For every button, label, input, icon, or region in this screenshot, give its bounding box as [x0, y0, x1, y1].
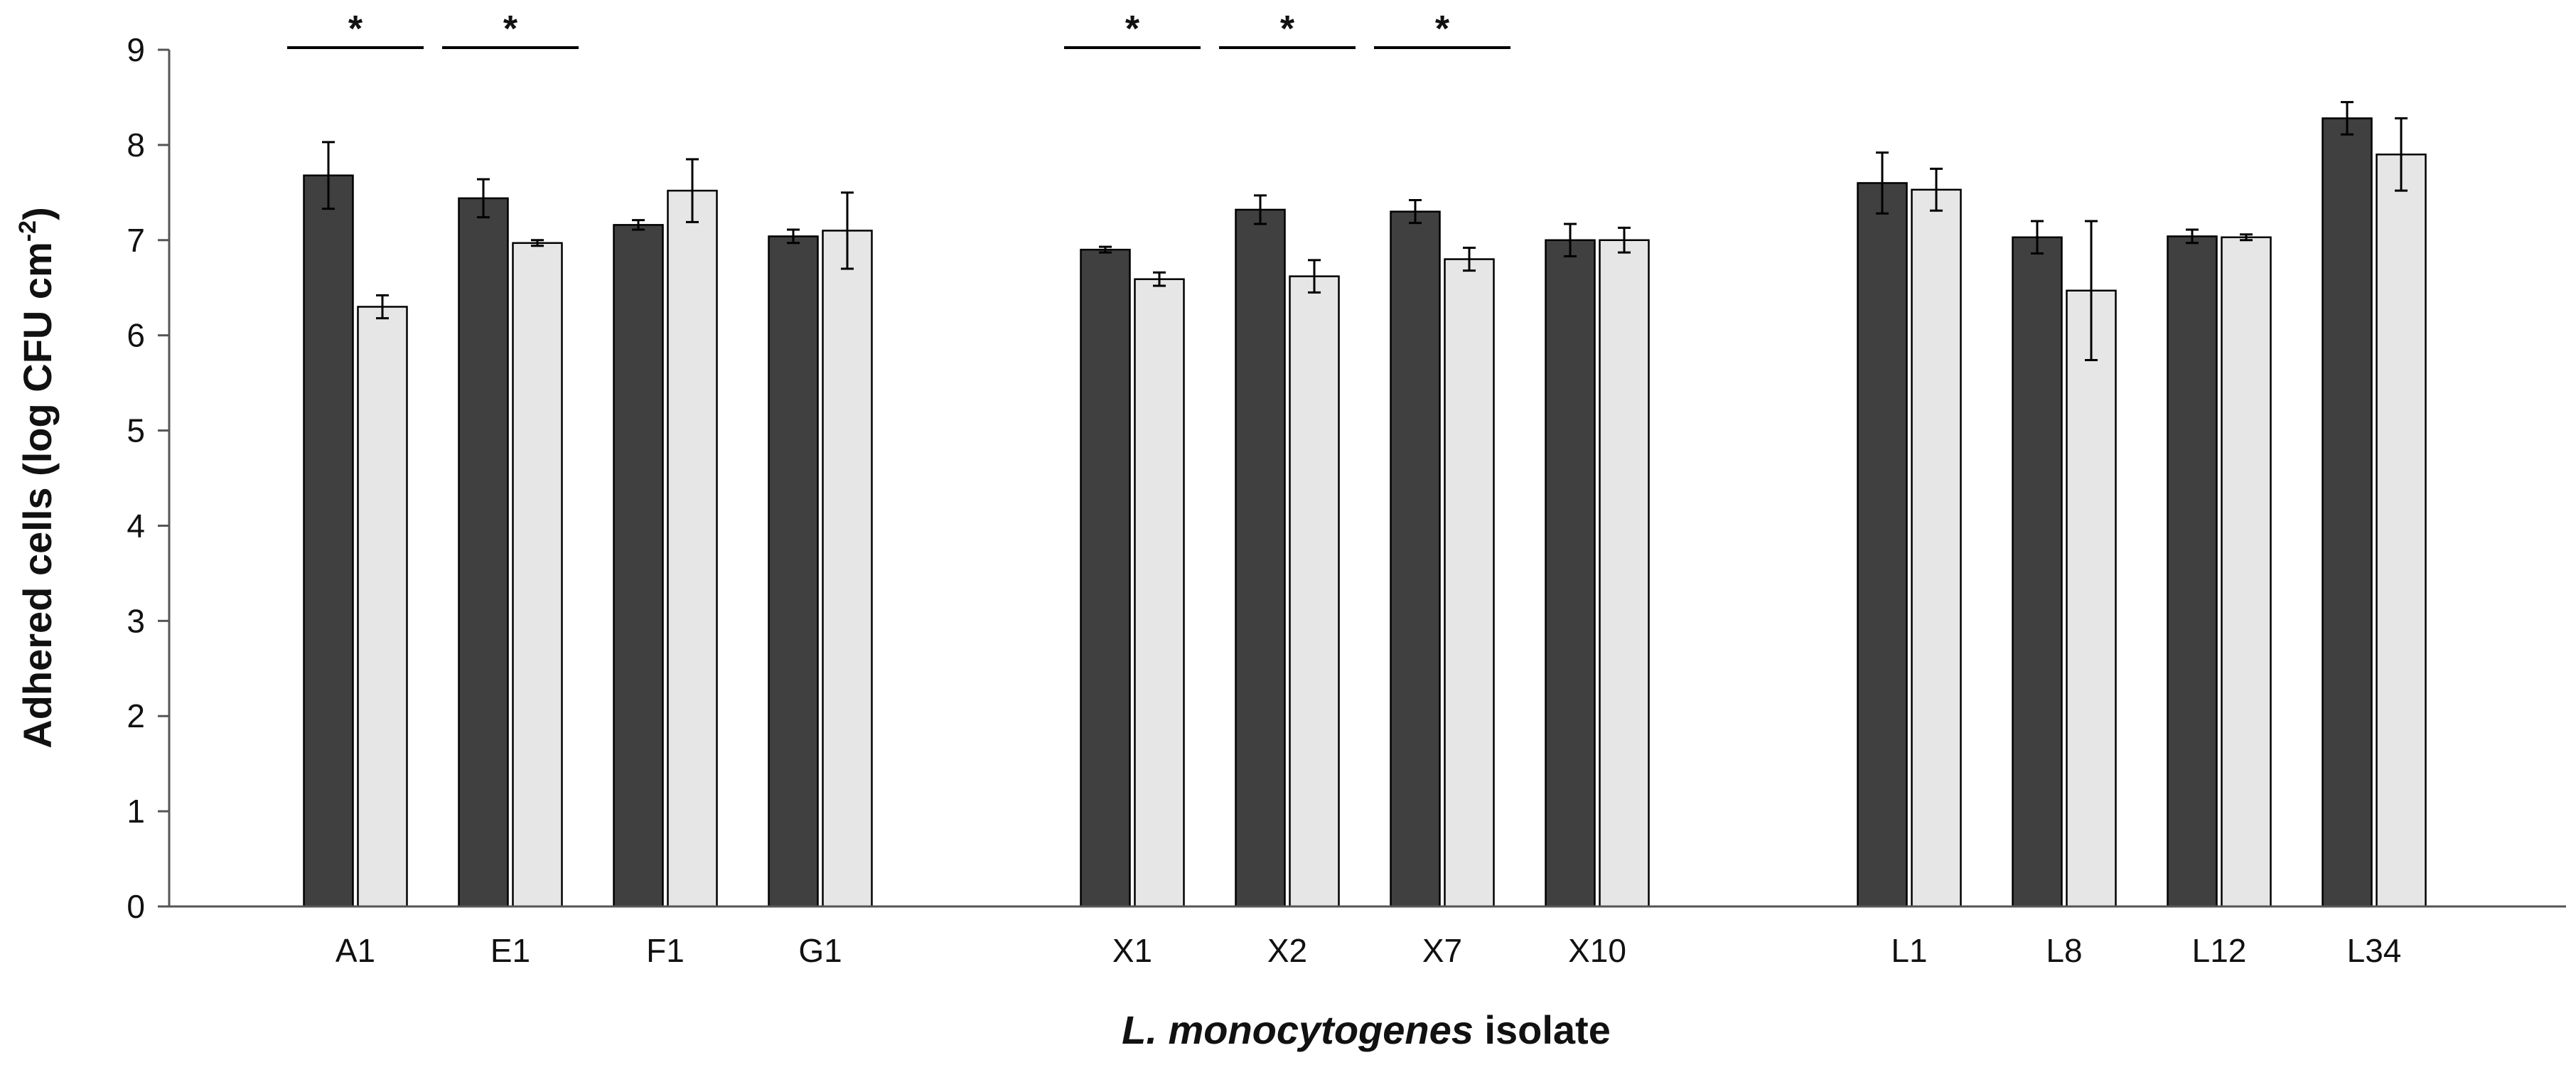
bar-l8-series-1: [2012, 236, 2063, 908]
x-tick-label-f1: F1: [646, 932, 685, 969]
y-tick-label: 2: [127, 697, 145, 734]
x-tick-label-a1: A1: [336, 932, 375, 969]
x-tick-label-l8: L8: [2046, 932, 2082, 969]
x-tick-label-l1: L1: [1891, 932, 1927, 969]
bar-x7-series-2: [1444, 258, 1495, 908]
x-axis-title-italic: L. monocytogenes: [1122, 1007, 1474, 1052]
error-bar-e1-series-2: [531, 239, 544, 247]
x-tick-label-l12: L12: [2192, 932, 2247, 969]
bar-g1-series-1: [768, 235, 819, 908]
significance-x2: *: [1219, 9, 1356, 50]
error-bar-l8-series-2: [2085, 220, 2098, 361]
x-tick-label-l34: L34: [2347, 932, 2402, 969]
error-bar-g1-series-2: [841, 191, 854, 270]
error-bar-l12-series-2: [2240, 233, 2253, 242]
error-bar-f1-series-2: [686, 158, 699, 223]
x-tick-label-g1: G1: [798, 932, 842, 969]
x-axis-title: L. monocytogenes isolate: [1122, 1007, 1611, 1052]
y-tick-label: 3: [127, 602, 145, 639]
bar-e1-series-2: [512, 242, 563, 908]
significance-star: *: [348, 9, 363, 50]
bar-x10-series-2: [1599, 239, 1650, 908]
error-bar-l34-series-2: [2395, 117, 2408, 192]
error-bar-a1-series-1: [322, 141, 335, 210]
y-tick-label: 1: [127, 793, 145, 830]
significance-star: *: [503, 9, 518, 50]
significance-star: *: [1435, 9, 1450, 50]
y-axis-title: Adhered cells (log CFU cm-2): [14, 207, 60, 748]
y-axis-title-close: ): [15, 207, 60, 220]
error-bar-l34-series-1: [2341, 101, 2354, 136]
significance-a1: *: [287, 9, 424, 50]
bar-f1-series-2: [667, 189, 718, 908]
error-bar-x10-series-2: [1618, 226, 1631, 254]
bar-x10-series-1: [1545, 239, 1596, 908]
error-bar-x7-series-2: [1463, 246, 1476, 272]
error-bar-x10-series-1: [1564, 223, 1577, 258]
error-bar-l1-series-2: [1930, 167, 1943, 212]
x-axis-title-rest: isolate: [1474, 1007, 1611, 1052]
significance-x7: *: [1374, 9, 1510, 50]
error-bar-a1-series-2: [376, 294, 389, 320]
x-tick-label-x2: X2: [1267, 932, 1307, 969]
significance-star: *: [1125, 9, 1140, 50]
error-bar-x2-series-1: [1254, 194, 1267, 225]
bar-x2-series-2: [1289, 275, 1340, 908]
bar-g1-series-2: [822, 230, 873, 908]
y-tick-label: 4: [127, 507, 145, 544]
y-tick-label: 0: [127, 888, 145, 925]
x-tick-label-x10: X10: [1568, 932, 1626, 969]
y-tick-label: 9: [127, 31, 145, 68]
bar-a1-series-1: [303, 174, 354, 908]
bars: [303, 101, 2427, 908]
y-axis-title-main: Adhered cells (log CFU cm: [15, 242, 60, 749]
significance-star: *: [1280, 9, 1295, 50]
bar-f1-series-1: [613, 224, 664, 908]
bar-l34-series-1: [2322, 117, 2373, 908]
error-bar-e1-series-1: [477, 178, 490, 219]
bar-x1-series-2: [1134, 278, 1185, 908]
error-bar-l12-series-1: [2186, 228, 2199, 245]
significance-markers: * * * * *: [287, 9, 1510, 50]
x-axis-ticks: A1 E1 F1 G1 X1 X2 X7 X10 L1 L8 L12 L34: [336, 932, 2402, 969]
y-tick-label: 8: [127, 127, 145, 164]
y-tick-label: 5: [127, 412, 145, 449]
x-tick-label-e1: E1: [490, 932, 530, 969]
y-tick-label: 6: [127, 317, 145, 354]
bar-x2-series-1: [1235, 208, 1286, 908]
bar-e1-series-1: [458, 197, 509, 908]
error-bar-x1-series-1: [1099, 245, 1112, 254]
y-axis-title-sup: -2: [14, 220, 41, 242]
error-bar-l1-series-1: [1876, 151, 1889, 215]
significance-e1: *: [442, 9, 579, 50]
error-bar-x7-series-1: [1409, 199, 1422, 225]
bar-a1-series-2: [357, 306, 408, 908]
bar-l1-series-1: [1857, 182, 1908, 908]
bar-l8-series-2: [2066, 289, 2117, 908]
x-tick-label-x1: X1: [1112, 932, 1152, 969]
error-bar-l8-series-1: [2031, 220, 2044, 255]
bar-l12-series-1: [2167, 235, 2218, 908]
bar-l34-series-2: [2376, 154, 2427, 908]
y-axis-ticks: 0 1 2 3 4 5 6 7 8 9: [127, 31, 169, 925]
error-bar-x2-series-2: [1308, 259, 1321, 294]
bar-x1-series-1: [1080, 248, 1131, 908]
significance-x1: *: [1064, 9, 1201, 50]
bar-l1-series-2: [1911, 188, 1962, 908]
bar-l12-series-2: [2221, 236, 2272, 908]
bar-x7-series-1: [1390, 210, 1441, 908]
error-bar-g1-series-1: [787, 228, 800, 245]
error-bar-x1-series-2: [1153, 271, 1166, 287]
y-tick-label: 7: [127, 222, 145, 259]
error-bar-f1-series-1: [632, 219, 645, 231]
x-tick-label-x7: X7: [1422, 932, 1462, 969]
